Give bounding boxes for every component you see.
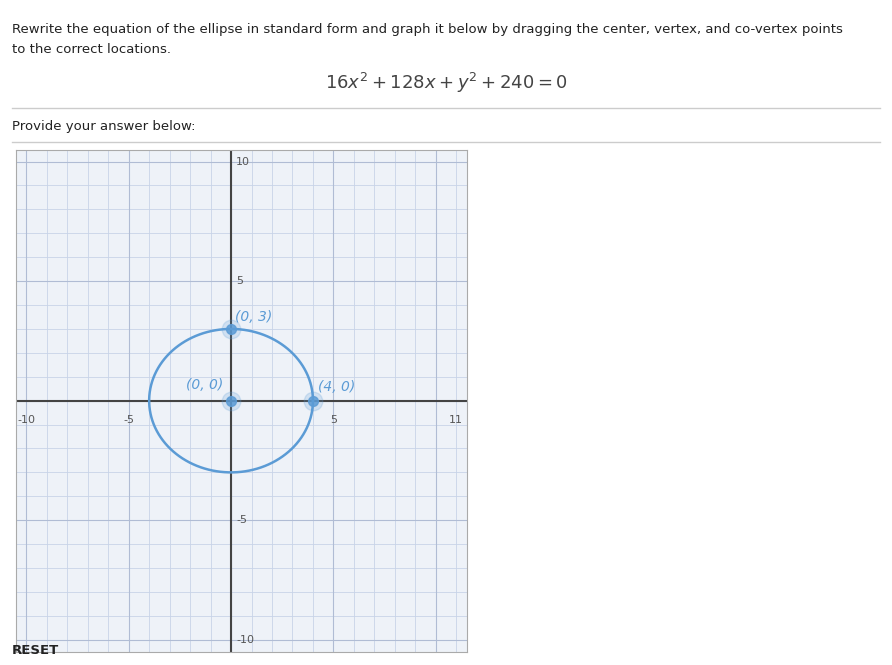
Point [306,395,320,406]
Text: -5: -5 [236,515,247,525]
Text: to the correct locations.: to the correct locations. [12,43,170,57]
Text: 5: 5 [236,276,244,286]
Point [224,324,238,334]
Text: -10: -10 [236,635,254,645]
Text: 11: 11 [450,415,463,425]
Text: Rewrite the equation of the ellipse in standard form and graph it below by dragg: Rewrite the equation of the ellipse in s… [12,23,842,37]
Text: 5: 5 [330,415,337,425]
Text: Provide your answer below:: Provide your answer below: [12,120,195,133]
Text: (0, 0): (0, 0) [186,378,223,392]
Text: -10: -10 [17,415,36,425]
Text: $16x^{2} + 128x + y^{2} + 240 = 0$: $16x^{2} + 128x + y^{2} + 240 = 0$ [325,71,567,95]
Text: -5: -5 [123,415,134,425]
Point [224,324,238,334]
Point [306,395,320,406]
Text: (4, 0): (4, 0) [318,380,355,394]
Text: RESET: RESET [12,644,59,657]
Text: 10: 10 [236,156,250,166]
Point [224,395,238,406]
Text: (0, 3): (0, 3) [235,310,272,324]
Point [224,395,238,406]
